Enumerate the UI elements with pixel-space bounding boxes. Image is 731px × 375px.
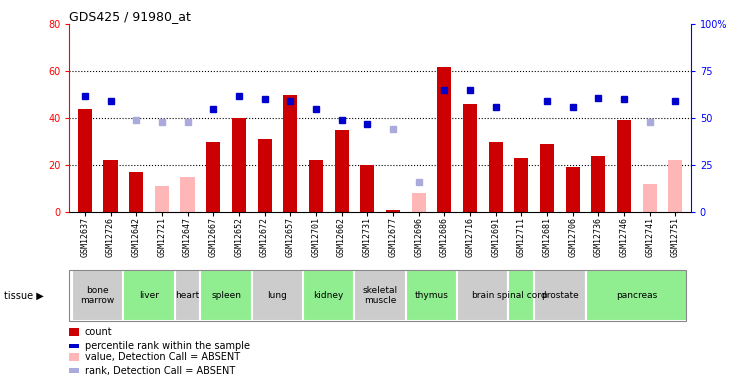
Bar (303, 270, 355, 321)
Bar (251, 270, 303, 321)
Bar (232, 118, 246, 212)
Bar (181, 177, 194, 212)
Bar (566, 167, 580, 212)
Text: brain: brain (471, 291, 494, 300)
Text: kidney: kidney (314, 291, 344, 300)
Bar (200, 270, 251, 321)
Bar (283, 95, 298, 212)
Text: pancreas: pancreas (616, 291, 657, 300)
Bar (668, 160, 683, 212)
Text: spleen: spleen (211, 291, 241, 300)
Text: skeletal
muscle: skeletal muscle (363, 286, 398, 305)
Bar (437, 67, 451, 212)
Bar (534, 270, 586, 321)
Bar (309, 160, 323, 212)
Text: liver: liver (139, 291, 159, 300)
Bar (515, 158, 529, 212)
Bar (463, 104, 477, 212)
Bar (335, 130, 349, 212)
Bar (457, 270, 509, 321)
Text: heart: heart (175, 291, 200, 300)
Bar (386, 210, 400, 212)
Bar (104, 160, 118, 212)
Bar (129, 172, 143, 212)
Text: value, Detection Call = ABSENT: value, Detection Call = ABSENT (85, 352, 240, 362)
Bar (77, 109, 92, 212)
Text: tissue ▶: tissue ▶ (4, 290, 43, 300)
Bar (355, 270, 406, 321)
Bar (591, 156, 605, 212)
Bar (155, 186, 169, 212)
Bar (643, 184, 656, 212)
Bar (206, 142, 220, 212)
Bar (72, 270, 124, 321)
Text: percentile rank within the sample: percentile rank within the sample (85, 341, 250, 351)
Bar (175, 270, 200, 321)
Bar (412, 193, 425, 212)
Bar (540, 144, 554, 212)
Bar (586, 270, 688, 321)
Bar (488, 142, 503, 212)
Text: rank, Detection Call = ABSENT: rank, Detection Call = ABSENT (85, 366, 235, 375)
Text: GDS425 / 91980_at: GDS425 / 91980_at (69, 10, 192, 23)
Text: count: count (85, 327, 113, 337)
Bar (360, 165, 374, 212)
Bar (617, 120, 631, 212)
Text: lung: lung (268, 291, 287, 300)
Bar (406, 270, 457, 321)
Text: thymus: thymus (414, 291, 448, 300)
Bar (257, 139, 272, 212)
Text: bone
marrow: bone marrow (80, 286, 115, 305)
Text: spinal cord: spinal cord (496, 291, 546, 300)
Bar (124, 270, 175, 321)
Text: prostate: prostate (541, 291, 579, 300)
Bar (509, 270, 534, 321)
